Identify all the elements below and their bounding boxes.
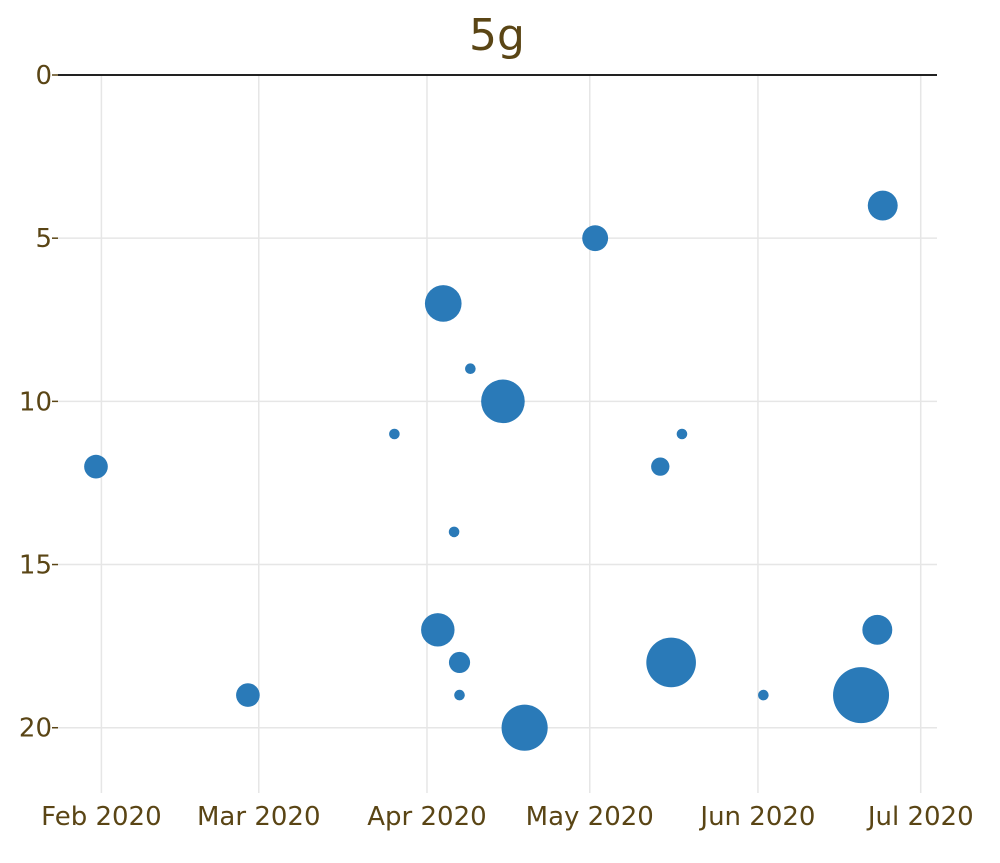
- x-tick-label: May 2020: [526, 802, 654, 832]
- data-point[interactable]: [454, 689, 465, 701]
- data-point[interactable]: [389, 428, 400, 440]
- data-point[interactable]: [448, 651, 471, 674]
- data-point[interactable]: [833, 667, 890, 724]
- data-point[interactable]: [676, 428, 688, 440]
- data-point[interactable]: [481, 379, 525, 424]
- data-point[interactable]: [424, 285, 462, 322]
- data-point[interactable]: [646, 637, 696, 688]
- grid: [58, 75, 937, 793]
- data-point[interactable]: [448, 526, 460, 538]
- data-point[interactable]: [758, 689, 769, 701]
- x-tick-label: Feb 2020: [41, 802, 161, 832]
- data-point[interactable]: [501, 704, 548, 751]
- y-tick-label: 20: [19, 714, 52, 744]
- x-tick-label: Apr 2020: [367, 802, 486, 832]
- y-tick-label: 15: [19, 551, 52, 581]
- data-point[interactable]: [651, 457, 670, 476]
- chart-title: 5g: [469, 10, 525, 61]
- x-tick-label: Jul 2020: [866, 802, 974, 832]
- axes: Feb 2020 Mar 2020 Apr 2020 May 2020 Jun 2020…: [19, 61, 974, 832]
- data-point[interactable]: [465, 363, 476, 375]
- data-point[interactable]: [236, 683, 260, 707]
- x-tick-label: Mar 2020: [197, 802, 321, 832]
- data-points: [84, 190, 898, 751]
- data-point[interactable]: [84, 454, 108, 479]
- data-point[interactable]: [862, 614, 893, 645]
- data-point[interactable]: [867, 190, 898, 221]
- y-tick-label: 10: [19, 387, 52, 417]
- y-tick-label: 5: [35, 224, 52, 254]
- y-tick-label: 0: [35, 61, 52, 91]
- x-tick-label: Jun 2020: [698, 802, 815, 832]
- data-point[interactable]: [582, 225, 609, 252]
- data-point[interactable]: [421, 613, 455, 647]
